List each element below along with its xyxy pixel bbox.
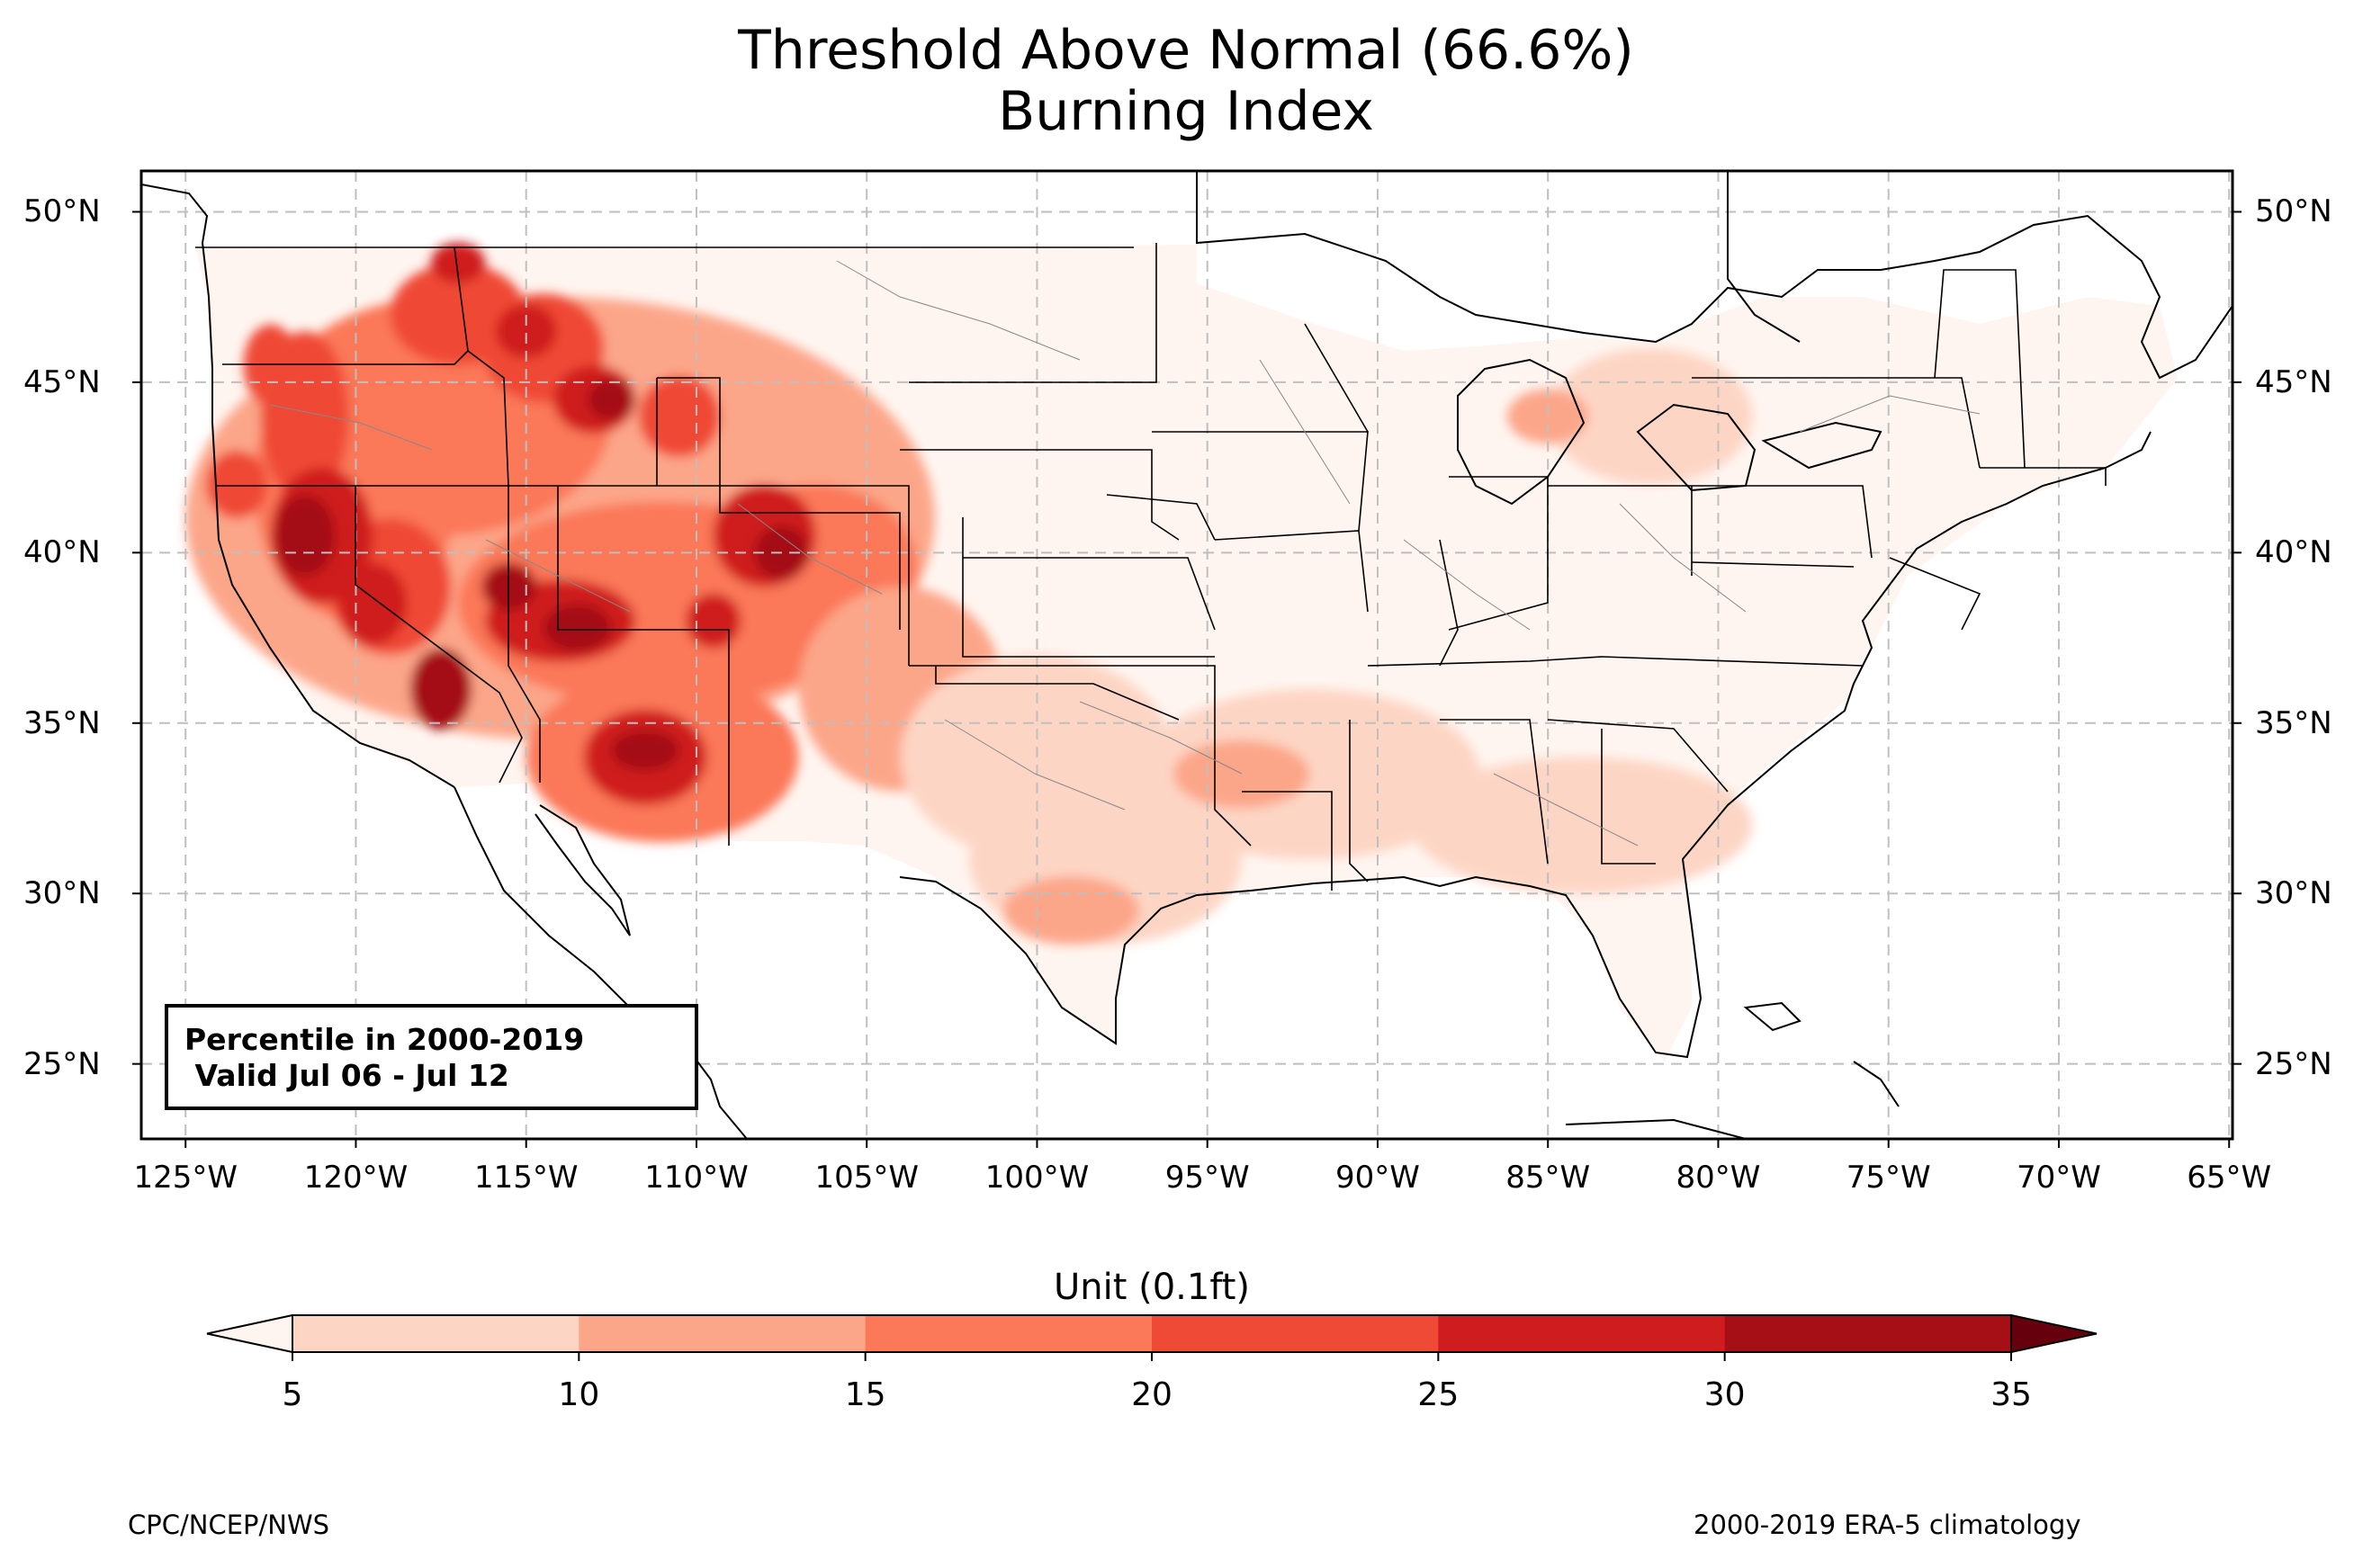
colorbar-tick-label: 30 [1703, 1376, 1746, 1413]
burning-index-region [495, 303, 557, 359]
lat-label-left: 30°N [23, 875, 101, 912]
lat-label-left: 35°N [23, 704, 101, 741]
lon-label: 125°W [133, 1160, 238, 1196]
burning-index-region [410, 648, 472, 730]
lon-label: 65°W [2187, 1160, 2272, 1196]
lon-label: 120°W [303, 1160, 409, 1196]
lon-label: 100°W [984, 1160, 1090, 1196]
lat-label-left: 25°N [23, 1045, 101, 1082]
burning-index-region [1002, 876, 1140, 945]
lon-label: 80°W [1676, 1160, 1761, 1196]
info-box: Percentile in 2000-2019 Valid Jul 06 - J… [165, 1004, 698, 1110]
burning-index-region [543, 604, 612, 652]
footer-source: CPC/NCEP/NWS [128, 1510, 330, 1540]
lon-label: 115°W [473, 1160, 579, 1196]
burning-index-region [1411, 757, 1753, 894]
map-title: Threshold Above Normal (66.6%) Burning I… [0, 20, 2372, 142]
footer-climatology: 2000-2019 ERA-5 climatology [1694, 1510, 2081, 1540]
colorbar-tick-label: 15 [844, 1376, 886, 1413]
state-borders [195, 243, 2107, 891]
colorbar-tick-label: 10 [558, 1376, 600, 1413]
title-line-2: Burning Index [998, 80, 1374, 143]
axis-ticks [132, 211, 2242, 1148]
burning-index-region [205, 450, 268, 519]
burning-index-region [587, 379, 635, 420]
burning-index-region [430, 242, 486, 284]
colorbar-tick-label: 25 [1417, 1376, 1460, 1413]
burning-index-region [274, 494, 336, 577]
colorbar-label-text: Unit (0.1ft) [1053, 1267, 1251, 1308]
burning-index-region [1506, 389, 1589, 444]
burning-index-region [243, 324, 299, 407]
map-frame [139, 169, 2234, 1141]
burning-index-region [686, 593, 741, 649]
colorbar-tick-label: 20 [1131, 1376, 1173, 1413]
burning-index-region [611, 730, 680, 771]
minor-borders [269, 260, 1981, 847]
burning-index-region [1173, 739, 1310, 809]
lat-label-right: 45°N [2255, 363, 2332, 400]
colorbar-tick-label: 35 [1990, 1376, 2032, 1413]
lat-label-right: 40°N [2255, 534, 2332, 571]
lat-label-right: 50°N [2255, 193, 2332, 230]
lon-label: 105°W [814, 1160, 919, 1196]
title-line-1: Threshold Above Normal (66.6%) [738, 19, 1634, 82]
lon-label: 110°W [644, 1160, 749, 1196]
burning-index-region [638, 375, 721, 458]
lon-label: 85°W [1505, 1160, 1591, 1196]
burning-index-region [1548, 348, 1753, 485]
lat-label-left: 45°N [23, 363, 101, 400]
lon-label: 95°W [1164, 1160, 1250, 1196]
lat-label-left: 50°N [23, 193, 101, 230]
burning-index-contours [185, 242, 1753, 945]
info-line-2: Valid Jul 06 - Jul 12 [184, 1058, 509, 1093]
lon-label: 75°W [1846, 1160, 1931, 1196]
info-line-1: Percentile in 2000-2019 [184, 1022, 585, 1057]
lon-label: 90°W [1335, 1160, 1420, 1196]
lon-label: 70°W [2017, 1160, 2101, 1196]
lat-label-right: 25°N [2255, 1045, 2332, 1082]
lat-label-right: 35°N [2255, 704, 2332, 741]
lat-label-right: 30°N [2255, 875, 2332, 912]
lat-label-left: 40°N [23, 534, 101, 571]
burning-index-region [338, 562, 408, 645]
colorbar-tick-label: 5 [282, 1376, 303, 1413]
